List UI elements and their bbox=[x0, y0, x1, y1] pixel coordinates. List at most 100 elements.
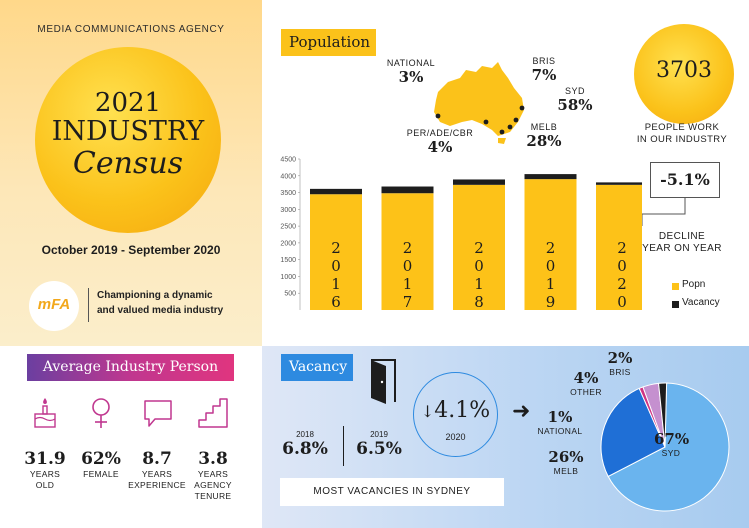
tagline-line-1: Championing a dynamic bbox=[97, 290, 213, 301]
stat-tenure: 3.8 YEARS AGENCY TENURE bbox=[184, 449, 242, 502]
pie-slice-bris bbox=[658, 382, 668, 448]
x-tick-digit: 0 bbox=[403, 257, 413, 275]
door-icon bbox=[371, 359, 396, 404]
y-tick-label: 4000 bbox=[280, 173, 296, 180]
bar-popn-2016 bbox=[310, 194, 362, 310]
vacancy-current-year: 2020 bbox=[445, 432, 466, 442]
pie-label-syd: 67% SYD bbox=[654, 430, 690, 458]
vacancy-current-circle bbox=[413, 372, 498, 457]
x-tick-digit: 2 bbox=[617, 275, 627, 293]
x-tick-digit: 0 bbox=[331, 257, 341, 275]
vacancy-2018: 2018 6.8% bbox=[282, 430, 328, 459]
state-name: SYD bbox=[564, 86, 585, 96]
bar-vacancy-2020 bbox=[596, 182, 642, 185]
bar-popn-2018 bbox=[453, 184, 505, 310]
stat-value: 31.9 bbox=[24, 449, 66, 469]
y-tick-label: 2500 bbox=[280, 224, 296, 231]
bar-vacancy-2018 bbox=[453, 179, 505, 185]
x-tick-digit: 6 bbox=[331, 293, 341, 311]
state-name: MELB bbox=[530, 122, 558, 132]
tagline-line-2: and valued media industry bbox=[97, 305, 224, 316]
average-person-label: Average Industry Person bbox=[27, 354, 234, 381]
state-name: PER/ADE/CBR bbox=[406, 128, 474, 138]
pie-pct: 26% bbox=[548, 448, 584, 466]
speech-bubble-icon bbox=[144, 400, 172, 427]
x-tick-digit: 9 bbox=[546, 293, 556, 311]
pie-label-national: 1% NATIONAL bbox=[532, 408, 588, 436]
x-tick-digit: 1 bbox=[546, 275, 556, 293]
decline-caption-line-2: YEAR ON YEAR bbox=[642, 243, 722, 254]
vacancy-label: Vacancy bbox=[281, 354, 353, 381]
x-tick-digit: 8 bbox=[474, 293, 484, 311]
y-tick-label: 1500 bbox=[280, 257, 296, 264]
vacancy-year: 2019 bbox=[370, 430, 388, 439]
hero-sun-circle bbox=[35, 47, 221, 233]
pie-label-other: 4% OTHER bbox=[565, 369, 607, 397]
bar-popn-2020 bbox=[596, 184, 642, 310]
total-sun-circle bbox=[634, 24, 734, 124]
pie-pct: 67% bbox=[654, 430, 690, 448]
pie-name: MELB bbox=[553, 466, 579, 476]
stat-label-line-2: AGENCY bbox=[194, 480, 232, 490]
pie-slice-melb bbox=[600, 387, 666, 478]
y-tick-label: 3000 bbox=[280, 207, 296, 214]
y-tick-label: 2000 bbox=[280, 240, 296, 247]
stat-label-line-2: EXPERIENCE bbox=[128, 480, 186, 490]
female-icon bbox=[92, 398, 110, 428]
x-tick-digit: 2 bbox=[617, 239, 627, 257]
stat-label-line-1: YEARS bbox=[197, 469, 229, 479]
mfa-logo-text: mFA bbox=[37, 296, 71, 313]
x-tick-digit: 2 bbox=[403, 239, 413, 257]
x-tick-digit: 1 bbox=[331, 275, 341, 293]
pie-pct: 2% bbox=[607, 349, 633, 367]
legend-vacancy-label: Vacancy bbox=[682, 297, 720, 308]
agency-name: MEDIA COMMUNICATIONS AGENCY bbox=[37, 24, 225, 35]
total-caption-line-2: IN OUR INDUSTRY bbox=[636, 134, 728, 145]
stat-age: 31.9 YEARS OLD bbox=[14, 449, 76, 491]
state-melb: MELB 28% bbox=[521, 122, 567, 150]
state-bris: BRIS 7% bbox=[526, 56, 562, 84]
bar-vacancy-2016 bbox=[310, 188, 362, 195]
legend-popn-swatch bbox=[672, 283, 679, 290]
pie-label-melb: 26% MELB bbox=[546, 448, 586, 476]
stat-value: 62% bbox=[81, 449, 121, 469]
legend-popn-label: Popn bbox=[682, 279, 706, 290]
x-tick-digit: 0 bbox=[474, 257, 484, 275]
down-arrow-icon: ↓ bbox=[420, 402, 435, 421]
vacancy-rate: 6.8% bbox=[282, 439, 328, 459]
state-name: NATIONAL bbox=[386, 58, 436, 68]
census-subtitle: Census bbox=[72, 146, 184, 181]
x-tick-digit: 2 bbox=[331, 239, 341, 257]
population-label: Population bbox=[281, 29, 376, 56]
state-syd: SYD 58% bbox=[556, 86, 594, 114]
bar-vacancy-2017 bbox=[381, 186, 434, 194]
stat-female: 62% FEMALE bbox=[70, 449, 132, 480]
state-value: 58% bbox=[557, 96, 593, 114]
x-tick-digit: 2 bbox=[474, 239, 484, 257]
vacancy-rate: 6.5% bbox=[356, 439, 402, 459]
vacancy-year: 2018 bbox=[296, 430, 314, 439]
pie-name: NATIONAL bbox=[537, 426, 583, 436]
vacancy-divider bbox=[343, 426, 344, 466]
y-tick-label: 4500 bbox=[280, 157, 296, 164]
right-arrow-icon: ➜ bbox=[512, 398, 531, 423]
census-period: October 2019 - September 2020 bbox=[41, 243, 221, 257]
mfa-logo bbox=[29, 281, 79, 331]
stairs-icon bbox=[198, 398, 228, 428]
total-caption: PEOPLE WORK IN OUR INDUSTRY bbox=[622, 122, 742, 146]
total-people: 3703 bbox=[656, 58, 712, 83]
logo-divider bbox=[88, 288, 89, 322]
stat-label-line-2: OLD bbox=[35, 480, 55, 490]
decline-caption-line-1: DECLINE bbox=[658, 231, 706, 242]
stat-value: 8.7 bbox=[142, 449, 172, 469]
total-caption-line-1: PEOPLE WORK bbox=[644, 122, 720, 133]
decline-caption: DECLINE YEAR ON YEAR bbox=[622, 231, 742, 255]
census-title: INDUSTRY bbox=[51, 116, 205, 147]
tagline: Championing a dynamic and valued media i… bbox=[97, 288, 247, 318]
pie-slice-syd bbox=[607, 382, 730, 512]
stat-label-line-1: FEMALE bbox=[83, 469, 119, 479]
